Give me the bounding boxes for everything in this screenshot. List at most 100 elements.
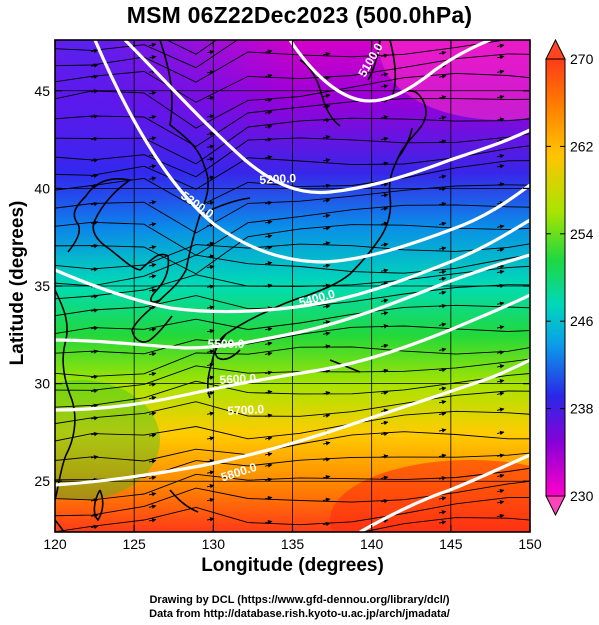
x-tick-label: 125	[122, 536, 146, 552]
wind-arrow	[90, 201, 99, 207]
wind-arrow	[148, 475, 157, 481]
wind-arrow	[438, 290, 447, 295]
streamline	[55, 160, 530, 209]
wind-arrow	[264, 261, 273, 266]
wind-arrow	[148, 351, 157, 357]
wind-arrow	[206, 305, 215, 310]
wind-arrow	[438, 347, 447, 353]
wind-arrow	[149, 28, 156, 30]
wind-arrow	[264, 351, 273, 357]
colorbar-tick-label: 230	[570, 488, 594, 504]
wind-arrow	[206, 497, 215, 503]
wind-arrow	[264, 137, 273, 142]
wind-arrow	[264, 73, 273, 79]
colorbar-low-triangle	[545, 495, 566, 517]
wind-arrow	[322, 344, 331, 349]
wind-arrow	[148, 55, 157, 60]
wind-arrow	[206, 95, 215, 101]
wind-arrow	[496, 513, 505, 519]
wind-arrow	[206, 436, 215, 441]
wind-arrow	[438, 428, 447, 433]
wind-arrow	[380, 136, 389, 142]
wind-arrow	[264, 179, 273, 185]
wind-arrow	[380, 475, 389, 480]
wind-arrow	[380, 182, 389, 187]
wind-arrow	[322, 158, 331, 163]
wind-arrow	[322, 226, 331, 231]
streamline	[55, 224, 530, 275]
coastline	[55, 40, 427, 532]
wind-arrow	[496, 264, 505, 269]
wind-arrow	[264, 413, 273, 418]
wind-arrow	[322, 331, 331, 336]
wind-arrow	[380, 72, 389, 77]
wind-arrow	[90, 388, 99, 394]
wind-arrow	[148, 200, 157, 205]
x-tick-label: 130	[202, 536, 226, 552]
wind-arrow	[496, 391, 505, 396]
wind-arrow	[206, 156, 215, 162]
wind-arrow	[438, 50, 447, 56]
streamline	[360, 517, 530, 532]
contour-label: 5500.0	[208, 337, 245, 351]
streamline	[55, 467, 530, 501]
wind-arrow	[496, 430, 505, 436]
wind-arrow	[438, 411, 447, 417]
streamline	[55, 204, 530, 256]
wind-arrow	[264, 341, 273, 346]
wind-arrow	[264, 124, 273, 129]
wind-arrow	[438, 221, 447, 227]
wind-arrow	[438, 174, 447, 179]
wind-arrow	[380, 498, 389, 504]
wind-arrow	[496, 283, 505, 289]
streamline	[55, 53, 530, 103]
wind-arrow	[90, 89, 99, 94]
wind-arrow	[496, 43, 505, 49]
wind-arrow	[265, 32, 272, 33]
wind-arrow	[322, 213, 331, 219]
wind-arrow	[90, 431, 99, 437]
wind-arrow	[496, 473, 505, 479]
wind-arrow	[207, 37, 214, 39]
wind-arrow	[496, 488, 505, 494]
wind-arrow	[148, 136, 157, 141]
wind-arrow	[438, 386, 447, 391]
wind-arrow	[380, 281, 389, 287]
data-credit: Data from http://database.rish.kyoto-u.a…	[149, 608, 450, 620]
contour-label: 5200.0	[259, 171, 297, 187]
x-tick-label: 145	[439, 536, 463, 552]
x-axis: 120 125 130 135 140 145 150	[43, 536, 542, 552]
wind-arrow	[380, 454, 389, 459]
wind-arrow	[322, 118, 331, 123]
streamline	[55, 254, 530, 287]
wind-arrow	[380, 431, 389, 437]
wind-arrow	[322, 320, 331, 325]
wind-arrow	[264, 49, 273, 54]
wind-arrow	[322, 283, 331, 288]
wind-arrow	[206, 131, 215, 137]
wind-arrow	[264, 390, 273, 395]
wind-arrow	[148, 504, 157, 509]
wind-arrow	[380, 324, 389, 329]
wind-arrow	[322, 391, 331, 396]
wind-arrow	[90, 416, 99, 421]
wind-arrow	[90, 455, 99, 460]
wind-arrow	[148, 90, 157, 96]
wind-arrow	[206, 70, 215, 75]
wind-arrow	[438, 186, 447, 192]
wind-arrow	[496, 182, 505, 187]
wind-arrow	[264, 436, 273, 441]
wind-arrow	[206, 328, 215, 334]
wind-arrow	[380, 368, 389, 374]
wind-arrow	[322, 198, 331, 203]
wind-arrow	[90, 74, 99, 80]
streamline	[55, 98, 530, 148]
wind-arrow	[496, 379, 505, 384]
wind-arrow	[438, 139, 447, 144]
wind-arrow	[90, 294, 99, 299]
wind-arrow	[264, 495, 273, 501]
wind-arrow	[322, 52, 331, 57]
wind-arrow	[207, 23, 214, 25]
wind-arrow	[380, 408, 389, 413]
wind-arrow	[148, 245, 157, 250]
